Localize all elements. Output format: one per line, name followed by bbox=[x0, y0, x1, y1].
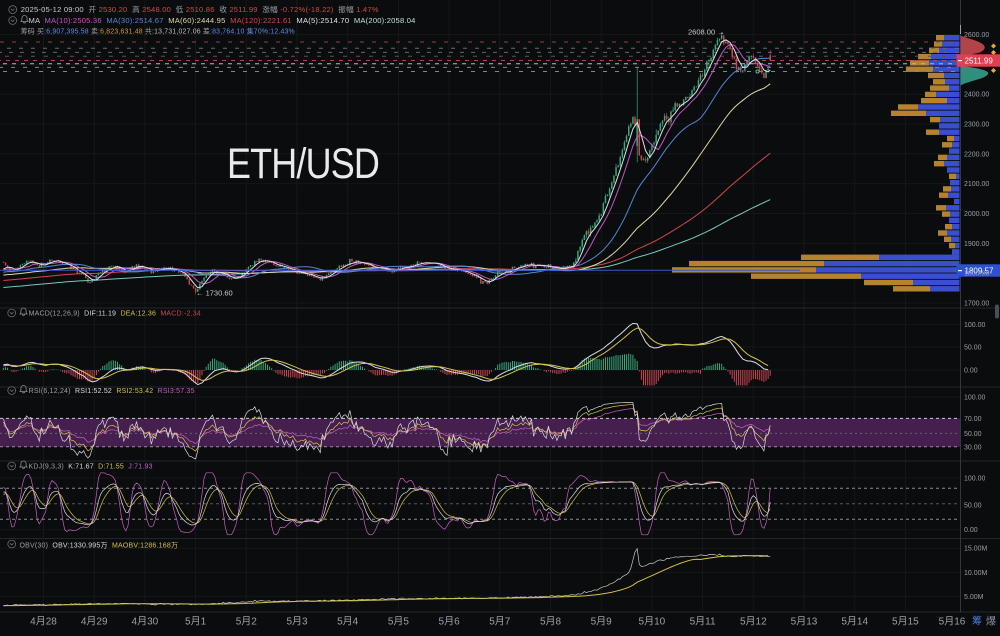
svg-text:RSI(6,12,24) RSI1:52.52 RSI2: RSI(6,12,24) RSI1:52.52 RSI2:53.42 RSI3:… bbox=[29, 388, 195, 395]
svg-text:5月14: 5月14 bbox=[841, 616, 868, 628]
svg-text:0.00: 0.00 bbox=[964, 368, 978, 375]
svg-text:5月12: 5月12 bbox=[740, 616, 767, 628]
svg-text:70.00: 70.00 bbox=[964, 416, 982, 423]
svg-text:1900.00: 1900.00 bbox=[964, 241, 989, 248]
svg-text:5月16: 5月16 bbox=[939, 616, 966, 628]
svg-text:ETH/USD: ETH/USD bbox=[227, 140, 379, 188]
svg-text:5月4: 5月4 bbox=[337, 616, 359, 628]
svg-text:爆: 爆 bbox=[986, 616, 996, 628]
svg-text:OBV(30) OBV:1330.995万 MAOBV:: OBV(30) OBV:1330.995万 MAOBV:1286.168万 bbox=[20, 542, 179, 550]
svg-text:5月11: 5月11 bbox=[690, 616, 716, 628]
svg-text:5月13: 5月13 bbox=[791, 616, 818, 628]
svg-text:50.00: 50.00 bbox=[964, 345, 982, 352]
svg-text:2200.00: 2200.00 bbox=[964, 151, 989, 158]
svg-text:2600.00: 2600.00 bbox=[964, 32, 989, 39]
svg-text:1800.00: 1800.00 bbox=[964, 271, 989, 278]
svg-text:100.00: 100.00 bbox=[964, 395, 986, 402]
svg-text:2300.00: 2300.00 bbox=[964, 122, 989, 129]
svg-text:MA MA(10):2505.36 MA(30):251: MA MA(10):2505.36 MA(30):2514.67 MA(60):… bbox=[29, 16, 416, 25]
svg-text:5月2: 5月2 bbox=[236, 616, 258, 628]
svg-text:5月7: 5月7 bbox=[489, 616, 511, 628]
svg-text:2400.00: 2400.00 bbox=[964, 92, 989, 99]
svg-text:5月15: 5月15 bbox=[892, 616, 919, 628]
svg-text:4月30: 4月30 bbox=[132, 616, 159, 628]
svg-text:5月8: 5月8 bbox=[540, 616, 562, 628]
svg-text:15.00M: 15.00M bbox=[964, 546, 988, 553]
svg-text:4月28: 4月28 bbox=[30, 616, 57, 628]
svg-text:0.00: 0.00 bbox=[964, 527, 978, 534]
svg-text:4月29: 4月29 bbox=[81, 616, 108, 628]
svg-text:2511.99: 2511.99 bbox=[965, 56, 994, 65]
svg-text:筹码 买:6,907,395.58 卖:6,823,631.: 筹码 买:6,907,395.58 卖:6,823,631.48 共:13,73… bbox=[21, 27, 295, 36]
svg-text:50.00: 50.00 bbox=[964, 503, 982, 510]
svg-text:2608.00 →: 2608.00 → bbox=[688, 28, 725, 37]
svg-text:100.00: 100.00 bbox=[964, 322, 986, 329]
svg-text:MACD(12,26,9) DIF:11.19 DEA:: MACD(12,26,9) DIF:11.19 DEA:12.36 MACD:-… bbox=[29, 311, 201, 318]
svg-text:2025-05-12 09:00 开 2530.20 高: 2025-05-12 09:00 开 2530.20 高 2548.00 低 2… bbox=[21, 4, 379, 14]
svg-text:5月9: 5月9 bbox=[591, 616, 613, 628]
svg-text:1700.00: 1700.00 bbox=[964, 301, 989, 308]
svg-text:5月10: 5月10 bbox=[639, 616, 666, 628]
svg-text:5月6: 5月6 bbox=[439, 616, 461, 628]
svg-text:100.00: 100.00 bbox=[964, 476, 986, 483]
svg-text:筹: 筹 bbox=[972, 615, 982, 628]
svg-text:KDJ(9,3,3) K:71.67 D:71.55: KDJ(9,3,3) K:71.67 D:71.55 J:71.93 bbox=[29, 464, 153, 471]
svg-text:30.00: 30.00 bbox=[964, 445, 982, 452]
svg-text:5月1: 5月1 bbox=[185, 616, 207, 628]
svg-text:2100.00: 2100.00 bbox=[964, 181, 989, 188]
svg-text:← 1730.60: ← 1730.60 bbox=[196, 289, 233, 298]
svg-text:5月5: 5月5 bbox=[388, 616, 410, 628]
svg-text:2000.00: 2000.00 bbox=[964, 211, 989, 218]
svg-text:5月3: 5月3 bbox=[286, 616, 308, 628]
svg-text:5.00M: 5.00M bbox=[964, 594, 984, 601]
svg-text:50.00: 50.00 bbox=[964, 431, 982, 438]
svg-text:10.00M: 10.00M bbox=[964, 570, 988, 577]
